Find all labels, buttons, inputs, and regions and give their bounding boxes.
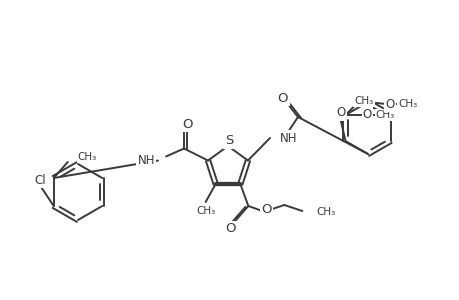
Text: Cl: Cl — [34, 173, 45, 187]
Text: O: O — [181, 118, 192, 131]
Text: CH₃: CH₃ — [78, 152, 97, 162]
Text: NH: NH — [280, 131, 297, 145]
Text: O: O — [261, 203, 271, 217]
Text: O: O — [224, 223, 235, 236]
Text: O: O — [385, 98, 394, 110]
Text: CH₃: CH₃ — [375, 110, 394, 120]
Text: CH₃: CH₃ — [196, 206, 215, 216]
Text: CH₃: CH₃ — [354, 96, 373, 106]
Text: O: O — [362, 109, 371, 122]
Text: O: O — [277, 92, 288, 104]
Text: NH: NH — [137, 154, 155, 167]
Text: CH₃: CH₃ — [316, 207, 335, 217]
Text: CH₃: CH₃ — [397, 99, 417, 109]
Text: S: S — [224, 134, 233, 148]
Text: O: O — [336, 106, 345, 119]
